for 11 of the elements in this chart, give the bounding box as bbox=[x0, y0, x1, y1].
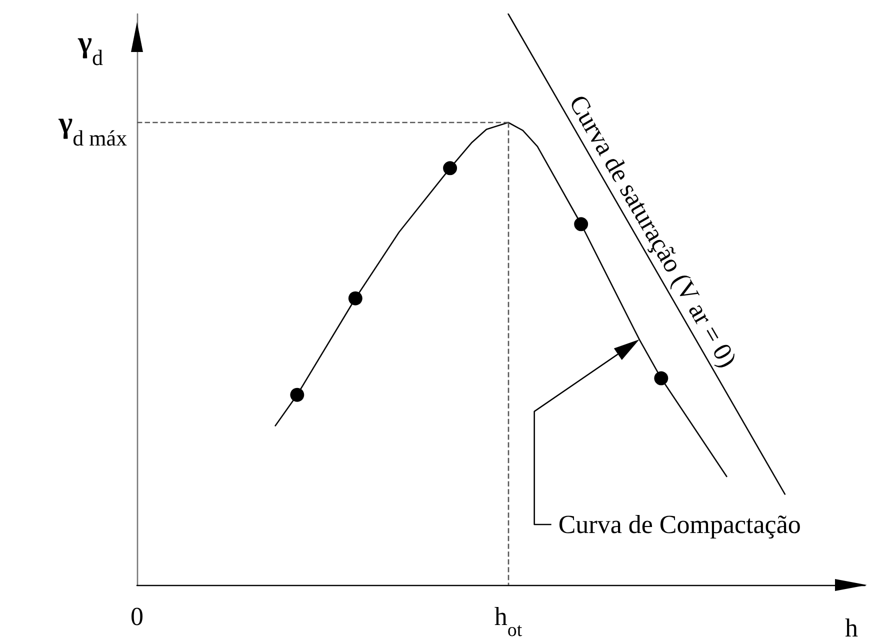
y-axis-title: γ$_{d}$ bbox=[76, 26, 103, 70]
ref-line-label: γ$_{d máx}$ bbox=[58, 106, 127, 150]
text: Curva de Compactação bbox=[558, 510, 801, 539]
point bbox=[290, 388, 304, 402]
x-tick-label: h$_{ot}$ bbox=[494, 602, 523, 640]
x-axis-title: h bbox=[845, 614, 858, 641]
point bbox=[574, 217, 588, 232]
point bbox=[348, 291, 362, 306]
point bbox=[443, 161, 458, 176]
x-tick-label: 0 bbox=[130, 602, 144, 631]
point bbox=[654, 371, 668, 386]
